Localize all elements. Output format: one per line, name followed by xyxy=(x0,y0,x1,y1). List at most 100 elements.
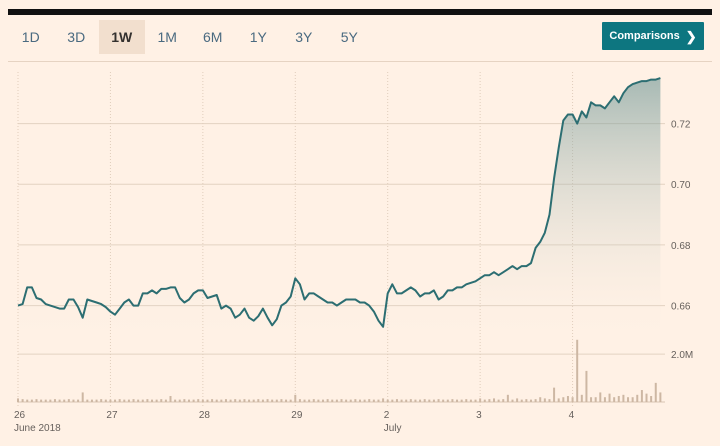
volume-bar xyxy=(123,399,126,402)
volume-bar xyxy=(192,399,195,402)
volume-bar xyxy=(340,399,343,402)
volume-bar xyxy=(303,399,306,402)
volume-bar xyxy=(266,399,269,402)
volume-bar xyxy=(67,399,70,402)
volume-bar xyxy=(252,399,255,402)
x-tick-label: 3 xyxy=(476,410,482,421)
volume-bar xyxy=(400,399,403,402)
volume-bar xyxy=(645,393,648,402)
volume-bar xyxy=(622,394,625,402)
volume-bar xyxy=(442,399,445,402)
volume-bar xyxy=(40,399,43,402)
volume-bar xyxy=(169,396,172,402)
volume-bar xyxy=(493,398,496,402)
volume-bar xyxy=(322,399,325,402)
volume-bar xyxy=(358,399,361,402)
volume-bar xyxy=(585,370,588,402)
volume-bar xyxy=(63,399,66,402)
volume-bar xyxy=(409,399,412,402)
volume-bar xyxy=(86,399,89,402)
volume-bar xyxy=(178,399,181,402)
volume-bar xyxy=(201,399,204,402)
volume-bar xyxy=(580,394,583,402)
volume-bar xyxy=(248,399,251,402)
volume-bar xyxy=(206,399,209,402)
volume-bar xyxy=(104,399,107,402)
volume-bar xyxy=(44,399,47,402)
comparisons-button[interactable]: Comparisons ❯ xyxy=(602,22,704,50)
volume-bar xyxy=(543,398,546,402)
volume-bar xyxy=(271,399,274,402)
volume-bar xyxy=(127,399,130,402)
x-tick-label: 27 xyxy=(106,410,118,421)
volume-bar xyxy=(469,399,472,402)
volume-bar xyxy=(419,399,422,402)
volume-bar xyxy=(576,339,579,402)
tab-1w[interactable]: 1W xyxy=(99,20,145,54)
tab-6m[interactable]: 6M xyxy=(203,29,223,45)
volume-bar xyxy=(562,397,565,402)
tab-5y[interactable]: 5Y xyxy=(340,29,358,45)
volume-bar xyxy=(516,398,519,402)
volume-bar xyxy=(382,398,385,402)
volume-bar xyxy=(326,399,329,402)
volume-bar xyxy=(354,399,357,402)
volume-bar xyxy=(446,399,449,402)
volume-bar xyxy=(599,392,602,402)
volume-bar xyxy=(479,398,482,402)
volume-bar xyxy=(414,399,417,402)
volume-bar xyxy=(497,399,500,402)
volume-bar xyxy=(95,399,98,402)
volume-bar xyxy=(613,397,616,402)
volume-bar xyxy=(187,399,190,402)
volume-bar xyxy=(229,399,232,402)
volume-bar xyxy=(211,399,214,402)
volume-bar xyxy=(238,399,241,402)
volume-bar xyxy=(395,399,398,402)
tab-3d[interactable]: 3D xyxy=(67,29,86,45)
volume-bar xyxy=(312,399,315,402)
volume-bar xyxy=(285,399,288,402)
volume-bar xyxy=(654,382,657,402)
volume-bar xyxy=(368,399,371,402)
x-tick-label: 29 xyxy=(291,410,303,421)
volume-bar xyxy=(520,399,523,402)
y-tick-label: 0.66 xyxy=(671,302,691,313)
volume-bar xyxy=(372,399,375,402)
chevron-right-icon: ❯ xyxy=(685,28,697,44)
volume-bar xyxy=(215,399,218,402)
volume-bar xyxy=(21,399,24,402)
comparisons-label: Comparisons xyxy=(609,30,680,42)
volume-bar xyxy=(465,399,468,402)
volume-bar xyxy=(377,399,380,402)
volume-bar xyxy=(137,399,140,402)
volume-bar xyxy=(118,399,121,402)
volume-bar xyxy=(502,399,505,402)
volume-bar xyxy=(257,399,260,402)
volume-bar xyxy=(640,390,643,402)
volume-bar xyxy=(483,399,486,402)
volume-bar xyxy=(81,392,84,402)
volume-bar xyxy=(349,399,352,402)
tab-3y[interactable]: 3Y xyxy=(295,29,313,45)
x-sub-label: June 2018 xyxy=(14,423,61,434)
volume-bar xyxy=(72,399,75,402)
volume-bar xyxy=(164,399,167,402)
price-area xyxy=(18,78,661,345)
volume-bar xyxy=(280,399,283,402)
x-tick-label: 26 xyxy=(14,410,26,421)
x-tick-label: 28 xyxy=(199,410,211,421)
volume-bar xyxy=(26,399,29,402)
tab-1d[interactable]: 1D xyxy=(21,29,40,45)
tab-1m[interactable]: 1M xyxy=(157,29,177,45)
volume-bar xyxy=(405,399,408,402)
volume-bar xyxy=(197,399,200,402)
volume-bar xyxy=(53,399,56,402)
volume-bar xyxy=(423,399,426,402)
tab-1y[interactable]: 1Y xyxy=(249,29,267,45)
volume-bar xyxy=(30,399,33,402)
volume-bar xyxy=(548,399,551,402)
volume-bar xyxy=(275,399,278,402)
volume-bar xyxy=(335,399,338,402)
top-rule xyxy=(8,9,712,15)
